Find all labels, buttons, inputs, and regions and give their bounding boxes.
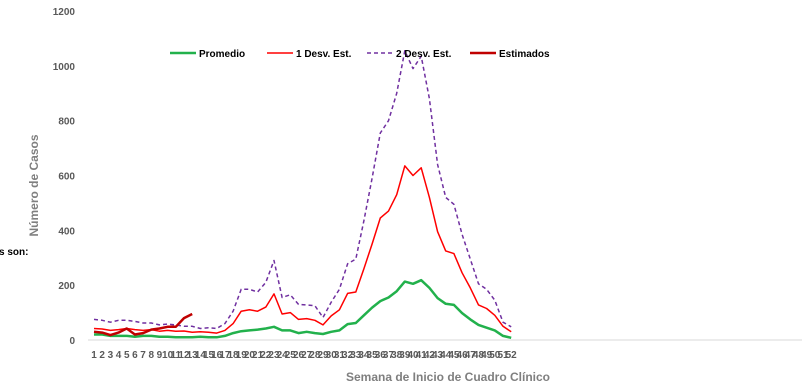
x-tick-label: 44 <box>440 350 452 361</box>
x-tick-label: 9 <box>157 350 163 361</box>
x-tick-label: 38 <box>391 350 403 361</box>
x-tick-label: 36 <box>375 350 387 361</box>
x-tick-label: 46 <box>457 350 469 361</box>
legend-label: 2 Desv. Est. <box>396 49 452 60</box>
x-tick-label: 23 <box>268 350 280 361</box>
x-tick-label: 19 <box>236 350 248 361</box>
x-tick-label: 41 <box>416 350 428 361</box>
x-tick-label: 22 <box>260 350 272 361</box>
y-tick-label: 800 <box>58 117 75 128</box>
x-tick-label: 11 <box>171 350 182 361</box>
legend-label: Estimados <box>499 49 550 60</box>
x-tick-label: 28 <box>309 350 321 361</box>
x-tick-label: 20 <box>244 350 256 361</box>
x-tick-label: 1 <box>91 350 97 361</box>
x-tick-label: 12 <box>178 350 190 361</box>
x-tick-label: 45 <box>448 350 460 361</box>
y-tick-label: 200 <box>58 281 75 292</box>
x-tick-label: 51 <box>497 350 509 361</box>
x-tick-label: 10 <box>162 350 174 361</box>
legend-label: 1 Desv. Est. <box>296 49 352 60</box>
x-tick-label: 24 <box>277 350 289 361</box>
x-tick-label: 34 <box>358 350 370 361</box>
x-tick-label: 33 <box>350 350 362 361</box>
x-tick-label: 3 <box>108 350 114 361</box>
x-tick-label: 50 <box>489 350 501 361</box>
series-line-estimados <box>93 312 193 337</box>
x-tick-label: 39 <box>399 350 411 361</box>
x-axis-ticks: 1 2 3 4 5 6 7 8 9 1011121314151617181920212223242… <box>91 350 517 361</box>
y-tick-label: 1000 <box>53 62 76 73</box>
legend: Promedio 1 Desv. Est. 2 Desv. Est. Estimado… <box>170 49 550 60</box>
x-tick-label: 40 <box>407 350 419 361</box>
x-tick-label: 30 <box>326 350 338 361</box>
x-tick-label: 17 <box>219 350 231 361</box>
x-tick-label: 6 <box>132 350 138 361</box>
x-tick-label: 43 <box>432 350 444 361</box>
x-tick-label: 48 <box>473 350 485 361</box>
x-tick-label: 14 <box>195 350 207 361</box>
x-tick-label: 52 <box>506 350 518 361</box>
x-tick-label: 31 <box>334 350 346 361</box>
x-tick-label: 49 <box>481 350 493 361</box>
series-line-2-desv-est <box>93 50 512 330</box>
series-group <box>93 50 512 340</box>
legend-label: Promedio <box>199 49 245 60</box>
y-axis-title: Número de Casos <box>27 134 41 236</box>
x-tick-label: 35 <box>367 350 379 361</box>
x-tick-label: 47 <box>465 350 477 361</box>
x-tick-label: 18 <box>227 350 239 361</box>
x-tick-label: 26 <box>293 350 305 361</box>
y-tick-label: 0 <box>69 336 75 347</box>
x-tick-label: 2 <box>99 350 105 361</box>
x-axis-title: Semana de Inicio de Cuadro Clínico <box>346 370 550 384</box>
x-tick-label: 37 <box>383 350 395 361</box>
x-tick-label: 13 <box>187 350 199 361</box>
y-tick-label: 600 <box>58 172 75 183</box>
x-tick-label: 27 <box>301 350 313 361</box>
x-tick-label: 29 <box>317 350 329 361</box>
x-tick-label: 21 <box>252 350 264 361</box>
series-line-promedio <box>94 278 512 340</box>
x-tick-label: 42 <box>424 350 436 361</box>
y-tick-label: 1200 <box>53 7 76 18</box>
x-tick-label: 32 <box>342 350 354 361</box>
x-tick-label: 8 <box>148 350 154 361</box>
series-line-1-desv-est <box>93 165 512 334</box>
y-tick-label: 400 <box>58 226 75 237</box>
x-tick-label: 25 <box>285 350 297 361</box>
x-tick-label: 5 <box>124 350 130 361</box>
truncated-side-text: s son: <box>0 247 28 258</box>
x-tick-label: 15 <box>203 350 215 361</box>
y-axis-ticks: 0 200 400 600 800 1000 1200 <box>53 7 76 347</box>
x-tick-label: 16 <box>211 350 223 361</box>
x-tick-label: 4 <box>116 350 122 361</box>
x-tick-label: 7 <box>140 350 146 361</box>
